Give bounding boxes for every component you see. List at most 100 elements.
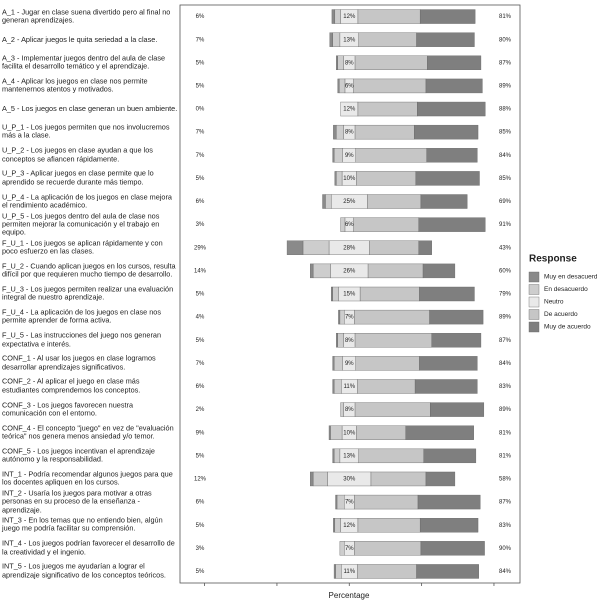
bar-segment	[312, 471, 328, 487]
bar-segment	[405, 425, 474, 440]
legend-label: De acuerdo	[544, 311, 578, 318]
bar-segment	[333, 148, 343, 163]
category-label: CONF_4 - El concepto "juego" en vez de "…	[2, 423, 174, 441]
bar-segment	[414, 379, 478, 394]
bar-segment	[354, 55, 428, 70]
neutral-total-label: 15%	[343, 292, 356, 298]
bar-segment	[419, 356, 478, 371]
bar-segment	[340, 402, 344, 417]
bar-segment	[414, 124, 479, 140]
bar-segment	[336, 494, 345, 510]
bar-segment	[332, 148, 335, 163]
bar-segment	[415, 171, 480, 186]
bar-segment	[419, 9, 476, 24]
left-total-label: 3%	[196, 222, 205, 228]
left-total-label: 6%	[196, 199, 205, 205]
neutral-total-label: 25%	[343, 199, 356, 205]
category-label: INT_3 - En los temas que no entiendo bie…	[2, 515, 163, 534]
category-label: CONF_2 - Al aplicar el juego en clase má…	[2, 377, 141, 395]
category-label: U_P_2 - Los juegos en clase ayudan a que…	[2, 145, 153, 164]
neutral-total-label: 9%	[345, 153, 354, 159]
category-label: U_P_5 - Los juegos dentro del aula de cl…	[2, 211, 160, 237]
category-label: A_2 - Aplicar juegos le quita seriedad a…	[2, 34, 158, 44]
category-label: U_P_3 - Aplicar juegos en clase permite …	[2, 169, 154, 187]
right-total-label: 88%	[499, 107, 512, 113]
bar-segment	[417, 494, 481, 510]
right-total-label: 90%	[499, 546, 512, 552]
right-total-label: 81%	[499, 453, 512, 459]
category-label: F_U_2 - Cuando aplican juegos en los cur…	[2, 261, 176, 279]
right-total-label: 85%	[499, 130, 512, 136]
left-total-label: 6%	[196, 384, 205, 390]
bar-segment	[312, 263, 331, 279]
bar-segment	[337, 333, 344, 348]
bar-segment	[336, 124, 344, 140]
bar-segment	[419, 286, 475, 302]
right-total-label: 69%	[499, 199, 512, 205]
bar-segment	[332, 286, 339, 302]
neutral-total-label: 30%	[343, 477, 356, 483]
right-total-label: 83%	[499, 523, 512, 529]
bar-segment	[358, 32, 417, 47]
bar-segment	[333, 564, 336, 579]
bar-segment	[330, 425, 343, 440]
right-total-label: 84%	[499, 153, 512, 159]
right-total-label: 89%	[499, 315, 512, 321]
bar-segment	[333, 356, 343, 371]
left-total-label: 5%	[196, 292, 205, 298]
left-total-label: 4%	[196, 315, 205, 321]
neutral-total-label: 12%	[343, 14, 356, 20]
bar-segment	[334, 9, 341, 24]
left-total-label: 5%	[196, 569, 205, 575]
neutral-total-label: 6%	[345, 83, 354, 89]
bar-segment	[333, 379, 342, 394]
right-total-label: 81%	[499, 430, 512, 436]
right-total-label: 81%	[499, 14, 512, 20]
legend-label: Muy de acuerdo	[544, 324, 591, 331]
bar-segment	[423, 448, 477, 464]
bar-segment	[356, 171, 417, 186]
bar-segment	[357, 518, 421, 533]
neutral-total-label: 12%	[343, 523, 356, 529]
bar-segment	[357, 101, 418, 117]
right-total-label: 84%	[499, 361, 512, 367]
neutral-total-label: 9%	[345, 361, 354, 367]
legend-label: En desacuerdo	[544, 286, 588, 293]
bar-segment	[357, 9, 421, 24]
bar-segment	[354, 309, 430, 325]
category-label: F_U_3 - Los juegos permiten realizar una…	[2, 284, 174, 302]
neutral-total-label: 10%	[343, 176, 356, 182]
category-label: INT_1 - Podría recomendar algunos juegos…	[2, 469, 173, 487]
right-total-label: 91%	[499, 222, 512, 228]
bar-segment	[334, 518, 341, 533]
bar-segment	[369, 240, 419, 255]
neutral-total-label: 12%	[343, 107, 356, 113]
right-total-label: 60%	[499, 268, 512, 274]
bar-segment	[356, 425, 406, 440]
bar-segment	[359, 286, 420, 302]
right-total-label: 87%	[499, 500, 512, 506]
left-total-label: 0%	[196, 107, 205, 113]
right-total-label: 87%	[499, 60, 512, 66]
bar-segment	[370, 471, 427, 487]
bar-segment	[353, 78, 427, 94]
bar-segment	[332, 32, 341, 47]
neutral-total-label: 7%	[345, 546, 354, 552]
bar-segment	[328, 425, 331, 440]
bar-segment	[357, 379, 416, 394]
bar-segment	[427, 55, 482, 70]
neutral-total-label: 8%	[345, 338, 354, 344]
neutral-total-label: 26%	[343, 268, 356, 274]
legend-swatch	[528, 309, 540, 320]
legend-swatch	[528, 296, 540, 308]
bar-segment	[419, 518, 479, 533]
bar-segment	[336, 333, 338, 348]
bar-segment	[417, 101, 486, 117]
neutral-total-label: 10%	[343, 430, 356, 436]
bar-segment	[333, 448, 341, 464]
right-total-label: 83%	[499, 384, 512, 390]
right-total-label: 43%	[499, 245, 512, 251]
category-label: INT_4 - Los juegos podrían favorecer el …	[2, 539, 175, 557]
